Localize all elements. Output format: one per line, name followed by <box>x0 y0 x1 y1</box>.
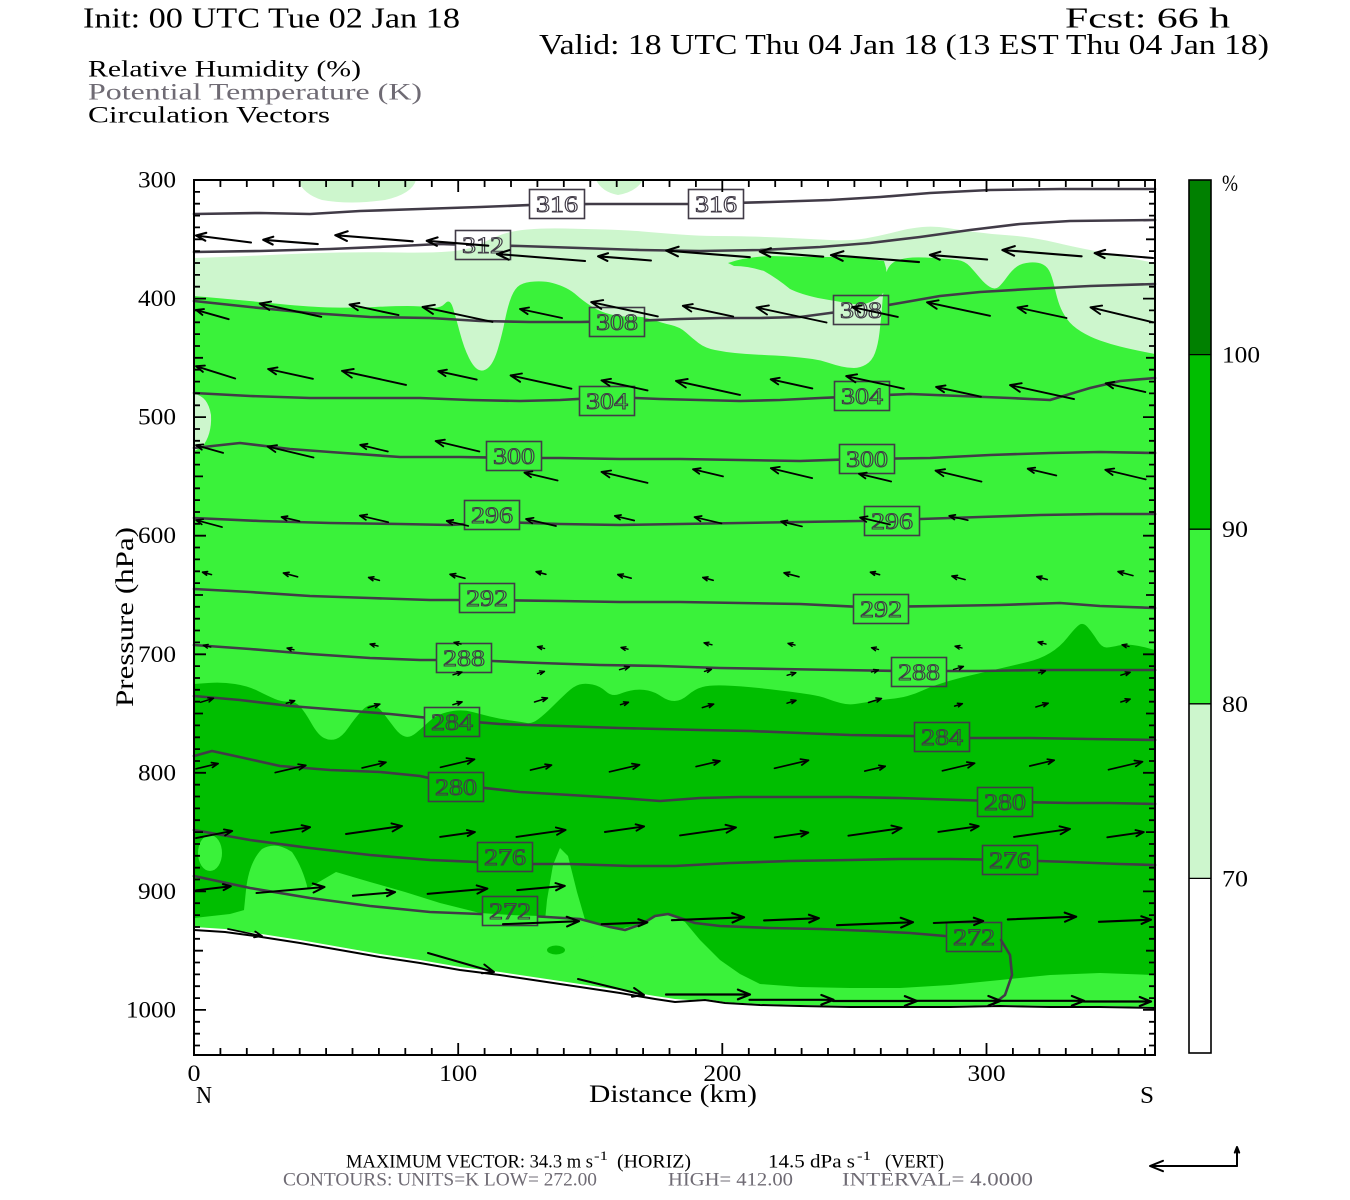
svg-text:296: 296 <box>471 503 513 529</box>
svg-text:316: 316 <box>695 192 737 218</box>
svg-text:90: 90 <box>1222 517 1248 542</box>
svg-text:272: 272 <box>953 925 995 951</box>
svg-text:200: 200 <box>703 1061 741 1086</box>
svg-text:INTERVAL= 4.0000: INTERVAL= 4.0000 <box>842 1170 1033 1191</box>
svg-text:S: S <box>1140 1083 1154 1109</box>
svg-text:%: % <box>1222 171 1238 196</box>
svg-text:-1: -1 <box>857 1148 871 1163</box>
svg-text:CONTOURS: UNITS=K LOW= 272.: CONTOURS: UNITS=K LOW= 272.00 <box>283 1170 597 1191</box>
svg-text:80: 80 <box>1222 692 1248 717</box>
svg-text:(VERT): (VERT) <box>885 1152 944 1173</box>
svg-text:(HORIZ): (HORIZ) <box>617 1152 691 1173</box>
svg-text:272: 272 <box>489 899 531 925</box>
svg-text:700: 700 <box>138 642 176 667</box>
svg-text:Init: 00 UTC Tue 02 Jan 18: Init: 00 UTC Tue 02 Jan 18 <box>83 3 460 35</box>
svg-text:304: 304 <box>586 389 628 415</box>
svg-text:900: 900 <box>138 879 176 904</box>
svg-text:292: 292 <box>466 586 508 612</box>
svg-text:288: 288 <box>898 660 940 686</box>
svg-text:300: 300 <box>968 1061 1006 1086</box>
svg-text:600: 600 <box>138 523 176 548</box>
svg-text:Pressure (hPa): Pressure (hPa) <box>112 527 139 707</box>
svg-text:308: 308 <box>596 310 638 336</box>
svg-text:Valid: 18 UTC Thu 04 Jan 18 (1: Valid: 18 UTC Thu 04 Jan 18 (13 EST Thu … <box>539 29 1269 61</box>
svg-text:Fcst: 66 h: Fcst: 66 h <box>1065 3 1231 35</box>
svg-text:100: 100 <box>1222 343 1260 368</box>
svg-text:Circulation Vectors: Circulation Vectors <box>88 103 330 129</box>
svg-text:Potential Temperature (K): Potential Temperature (K) <box>88 80 422 106</box>
svg-text:70: 70 <box>1222 866 1248 891</box>
svg-text:288: 288 <box>443 646 485 672</box>
svg-text:300: 300 <box>493 444 535 470</box>
svg-text:Relative Humidity (%): Relative Humidity (%) <box>88 57 361 83</box>
svg-text:HIGH= 412.00: HIGH= 412.00 <box>668 1170 793 1191</box>
svg-text:-1: -1 <box>594 1148 608 1163</box>
svg-text:284: 284 <box>921 725 963 751</box>
svg-text:284: 284 <box>431 710 473 736</box>
svg-text:276: 276 <box>484 845 526 871</box>
svg-text:14.5 dPa s: 14.5 dPa s <box>768 1152 855 1173</box>
svg-text:0: 0 <box>188 1061 201 1086</box>
svg-text:276: 276 <box>989 848 1031 874</box>
svg-text:N: N <box>196 1083 212 1109</box>
svg-text:MAXIMUM VECTOR: 34.3 m s: MAXIMUM VECTOR: 34.3 m s <box>346 1152 593 1173</box>
svg-text:280: 280 <box>984 790 1026 816</box>
svg-text:100: 100 <box>439 1061 477 1086</box>
svg-text:316: 316 <box>536 192 578 218</box>
svg-text:280: 280 <box>435 775 477 801</box>
svg-text:800: 800 <box>138 760 176 785</box>
svg-text:Distance (km): Distance (km) <box>589 1081 757 1108</box>
svg-text:300: 300 <box>138 168 176 193</box>
svg-text:308: 308 <box>840 298 882 324</box>
svg-text:1000: 1000 <box>126 997 176 1022</box>
svg-text:400: 400 <box>138 286 176 311</box>
svg-text:292: 292 <box>860 597 902 623</box>
svg-text:300: 300 <box>846 447 888 473</box>
svg-text:500: 500 <box>138 405 176 430</box>
svg-text:304: 304 <box>841 384 883 410</box>
